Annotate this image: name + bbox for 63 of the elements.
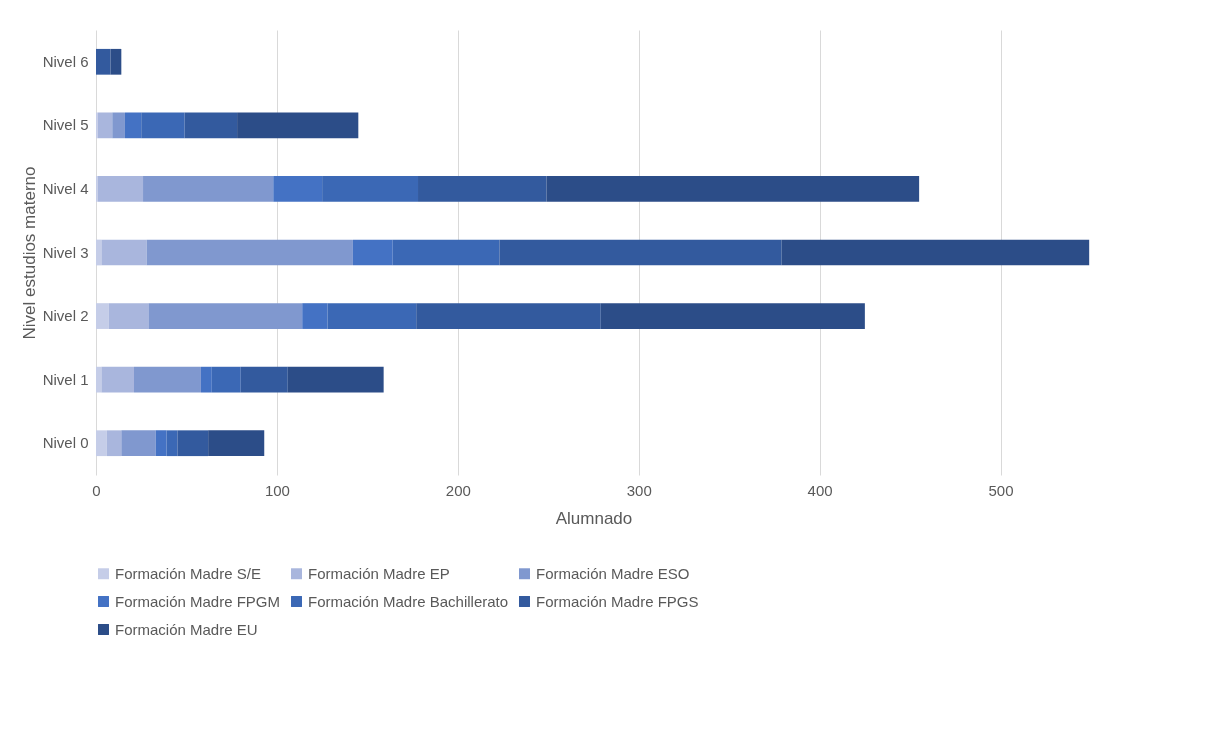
bar xyxy=(184,112,238,139)
x-tick-label: 500 xyxy=(988,481,1014,499)
bar xyxy=(146,239,353,266)
legend-label: Formación Madre FPGS xyxy=(536,592,699,610)
bar xyxy=(121,430,156,457)
x-tick-label: 400 xyxy=(807,481,833,499)
bar xyxy=(96,303,109,329)
legend-label: Formación Madre FPGM xyxy=(115,592,281,610)
x-tick-label: 0 xyxy=(92,481,101,499)
bar xyxy=(287,366,384,393)
y-tick-label: Nivel 5 xyxy=(42,116,89,134)
legend-label: Formación Madre S/E xyxy=(115,564,261,582)
bar xyxy=(97,176,144,202)
bar xyxy=(97,112,113,139)
legend-label: Formación Madre ESO xyxy=(536,564,690,582)
legend-label: Formación Madre EU xyxy=(115,620,258,638)
x-axis-title: Alumnado xyxy=(555,508,633,528)
y-tick-label: Nivel 1 xyxy=(42,370,89,388)
y-tick-label: Nivel 0 xyxy=(42,434,89,452)
bar xyxy=(302,303,328,329)
bar xyxy=(499,239,782,266)
bar xyxy=(101,366,134,393)
bar xyxy=(141,112,185,139)
bar xyxy=(322,176,419,202)
bar xyxy=(148,303,303,329)
legend-label: Formación Madre Bachillerato xyxy=(308,592,509,610)
y-tick-label: Nivel 3 xyxy=(42,243,89,261)
bar xyxy=(352,239,393,266)
bar xyxy=(133,366,201,393)
bar xyxy=(108,303,149,329)
bar xyxy=(546,176,920,202)
bar xyxy=(211,366,241,393)
y-axis-title: Nivel estudios materno xyxy=(19,166,39,340)
bar xyxy=(392,239,500,266)
bar xyxy=(96,366,102,393)
bar xyxy=(237,112,359,139)
y-tick-label: Nivel 4 xyxy=(42,179,89,197)
bar xyxy=(200,366,212,393)
x-tick-label: 200 xyxy=(445,481,471,499)
bar xyxy=(416,303,601,329)
bar xyxy=(96,430,107,457)
bar xyxy=(240,366,288,393)
bar xyxy=(600,303,865,329)
x-tick-label: 100 xyxy=(264,481,290,499)
y-tick-label: Nivel 6 xyxy=(42,52,89,70)
bar xyxy=(327,303,417,329)
bar xyxy=(177,430,209,457)
bar xyxy=(273,176,323,202)
bar xyxy=(208,430,265,457)
bar xyxy=(166,430,178,457)
bar xyxy=(101,239,147,266)
bar xyxy=(124,112,142,139)
legend-label: Formación Madre EP xyxy=(308,564,450,582)
bar xyxy=(155,430,167,457)
y-tick-label: Nivel 2 xyxy=(42,307,89,325)
bar xyxy=(106,430,122,457)
x-tick-label: 300 xyxy=(626,481,652,499)
bar xyxy=(781,239,1090,266)
bar xyxy=(96,48,111,75)
bar xyxy=(418,176,547,202)
bar xyxy=(110,48,122,75)
bar xyxy=(143,176,274,202)
bar xyxy=(112,112,125,139)
